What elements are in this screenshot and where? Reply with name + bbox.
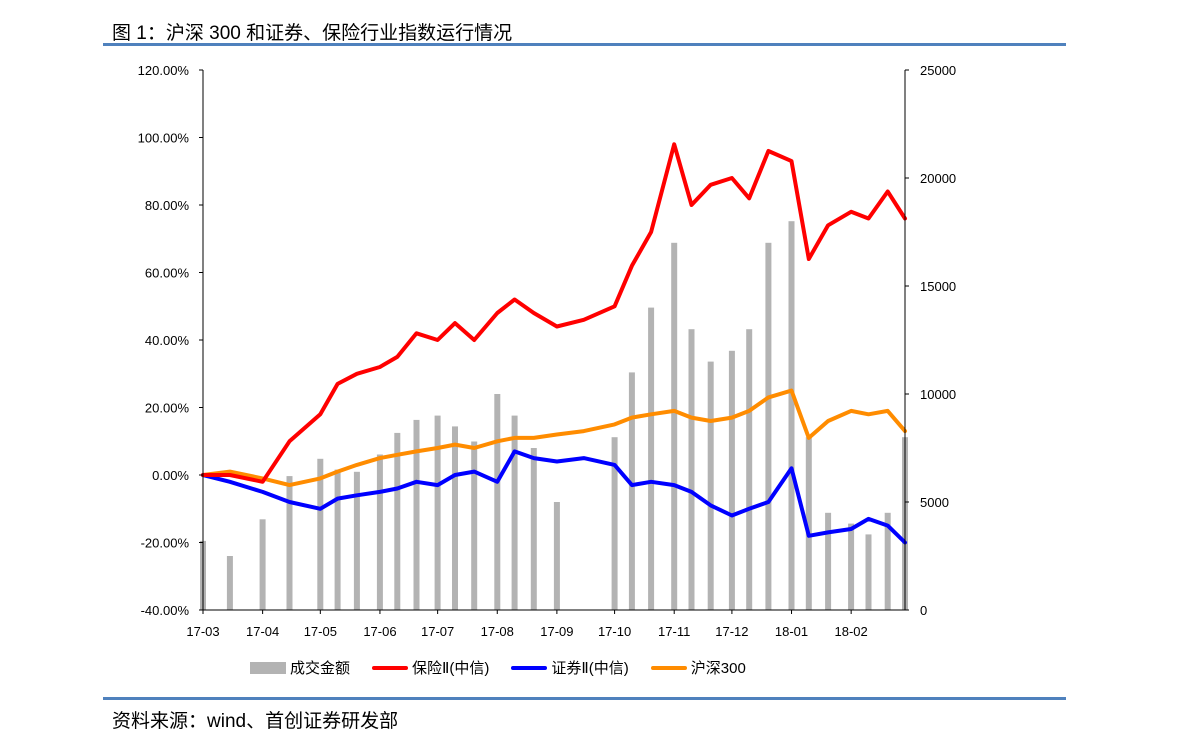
volume-bar [825,512,832,610]
securities-line [201,449,907,545]
insurance-line [201,142,907,484]
x-tick-label: 17-07 [421,624,454,639]
legend-item-insurance: 保险Ⅱ(中信) [372,657,489,678]
x-tick-label: 17-06 [363,624,396,639]
volume-bar [611,437,618,610]
volume-bar [334,469,341,610]
x-tick-label: 17-05 [304,624,337,639]
volume-bar [884,512,891,610]
volume-bar [865,534,872,610]
volume-bar [317,458,324,610]
left-tick-label: 120.00% [138,63,190,78]
volume-bar [494,394,501,610]
series-lines [201,142,907,545]
x-tick-label: 18-02 [835,624,868,639]
legend-label-hs300: 沪深300 [690,660,746,677]
legend-item-volume: 成交金额 [250,657,350,678]
legend-label-volume: 成交金额 [290,660,351,677]
legend-swatch-securities [511,665,548,670]
left-tick-label: 20.00% [145,401,190,416]
left-tick-label: -40.00% [141,603,190,618]
x-tick-label: 17-12 [715,624,748,639]
x-tick-label: 17-10 [598,624,631,639]
legend-label-insurance: 保险Ⅱ(中信) [412,660,490,677]
top-rule [103,43,1066,46]
right-tick-label: 25000 [920,63,956,78]
volume-bar [353,471,360,610]
volume-bar [648,307,655,610]
left-tick-label: -20.00% [141,536,190,551]
right-tick-label: 10000 [920,387,956,402]
volume-bar [788,221,795,610]
volume-bar [628,372,635,610]
hs300-line [201,388,907,488]
volume-bar [452,426,458,610]
volume-bar [394,432,401,610]
right-tick-label: 15000 [920,279,956,294]
volume-bar [530,448,537,610]
right-tick-label: 20000 [920,171,956,186]
x-tick-label: 18-01 [775,624,808,639]
left-tick-label: 100.00% [138,131,190,146]
legend-item-securities: 证券Ⅱ(中信) [511,657,629,678]
chart-axes: 120.00% 100.00% 80.00% 60.00% 40.00% 20.00% 0.… [138,63,956,639]
x-tick-label: 17-08 [481,624,514,639]
volume-bar [511,415,518,610]
x-tick-label: 17-11 [658,624,690,639]
volume-bar [226,556,233,610]
volume-bar [765,242,772,611]
left-tick-label: 40.00% [145,333,190,348]
volume-bar [707,361,714,610]
figure-title: 图 1：沪深 300 和证券、保险行业指数运行情况 [112,23,513,44]
volume-bar [805,437,812,610]
left-tick-label: 0.00% [152,468,189,483]
volume-bar [688,329,695,610]
chart-legend: 成交金额 保险Ⅱ(中信) 证券Ⅱ(中信) 沪深300 [250,657,768,678]
volume-bar [413,419,420,610]
left-tick-label: 60.00% [145,266,190,281]
left-tick-label: 80.00% [145,198,190,213]
volume-bar [471,441,478,610]
volume-bar [728,350,735,610]
right-tick-label: 0 [920,603,927,618]
source-note: 资料来源：wind、首创证券研发部 [112,711,399,732]
bottom-rule [103,697,1066,700]
right-tick-label: 5000 [920,495,949,510]
volume-bar [286,476,293,610]
x-tick-label: 17-04 [246,624,279,639]
legend-swatch-hs300 [650,665,687,670]
volume-bar [671,242,678,611]
legend-swatch-volume [250,661,286,674]
volume-bar [434,415,441,610]
legend-swatch-insurance [372,665,409,670]
volume-bar [259,519,266,610]
chart-canvas: 120.00% 100.00% 80.00% 60.00% 40.00% 20.00% 0.… [138,63,956,639]
x-tick-label: 17-09 [540,624,573,639]
x-tick-label: 17-03 [186,624,219,639]
volume-bar [376,454,383,610]
legend-label-securities: 证券Ⅱ(中信) [551,660,629,677]
volume-bar [848,523,855,610]
volume-bar [553,502,560,610]
legend-item-hs300: 沪深300 [650,657,746,678]
volume-bar [746,329,753,610]
